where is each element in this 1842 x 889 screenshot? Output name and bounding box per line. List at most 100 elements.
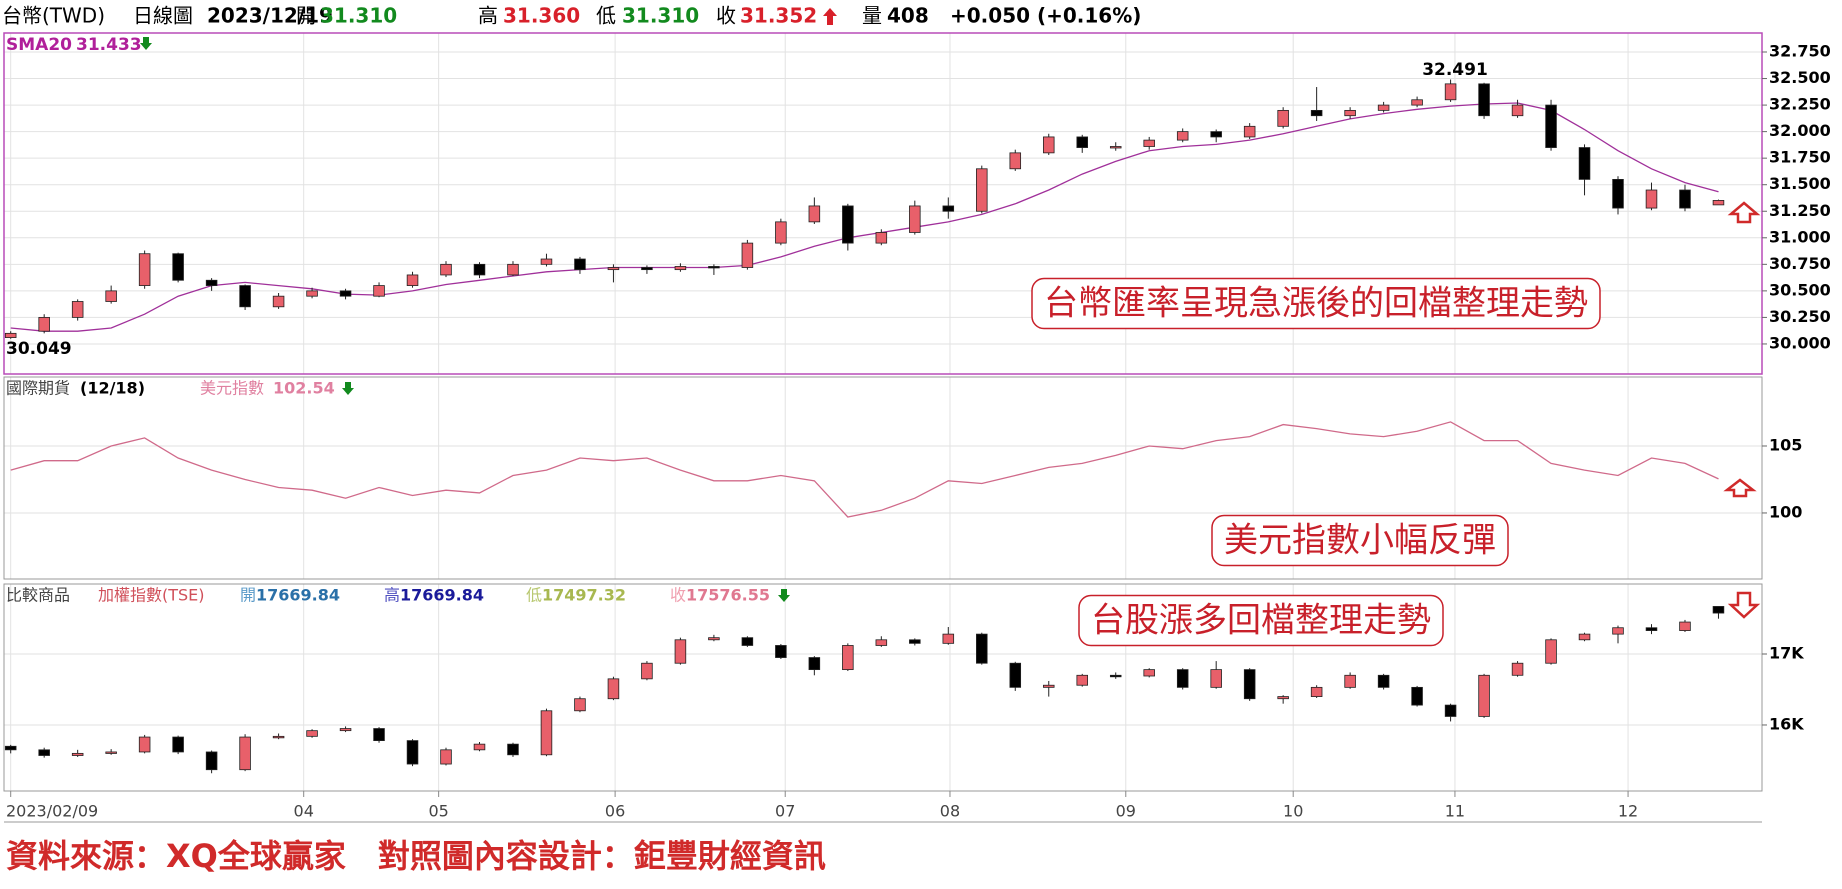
down-arrow-icon: [342, 382, 354, 395]
sma-line: [10, 102, 1719, 332]
source-date: (12/18): [80, 379, 145, 398]
candle-body: [71, 301, 84, 318]
candle-body: [741, 637, 754, 646]
candle-body: [775, 221, 787, 244]
candle-body: [842, 205, 854, 244]
candle-body: [942, 205, 955, 212]
up-signal-icon: [1723, 478, 1757, 498]
x-tick-label: 05: [428, 802, 448, 821]
candle-body: [1143, 669, 1155, 677]
y-tick-label: 31.500: [1769, 174, 1831, 193]
panel-frame: [3, 583, 1763, 792]
y-tick-label: 32.000: [1769, 121, 1831, 140]
candle-body: [306, 730, 318, 737]
candle-body: [942, 633, 955, 644]
candle-body: [1277, 109, 1289, 127]
candle-body: [172, 736, 184, 753]
candle-body: [239, 736, 251, 771]
annotation-box: [1078, 594, 1444, 647]
candle-body: [1176, 131, 1189, 141]
candle-body: [674, 266, 687, 271]
candle-body: [909, 639, 921, 644]
y-tick-label: 30.000: [1769, 333, 1831, 352]
x-tick-label: 04: [294, 802, 314, 821]
y-tick-label: 17K: [1769, 643, 1804, 662]
y-tick-label: 32.500: [1769, 68, 1831, 87]
candle-body: [507, 263, 519, 276]
period: 日線圖: [133, 4, 193, 28]
candle-body: [4, 332, 17, 338]
low-label: 低: [526, 586, 542, 605]
candle-body: [1076, 674, 1088, 686]
open-label: 開: [296, 4, 316, 28]
compare-name: 加權指數(TSE): [98, 586, 205, 605]
candle-body: [1076, 136, 1088, 148]
candle-body: [272, 295, 285, 308]
high-value: 17669.84: [400, 586, 484, 605]
footer: 資料來源：XQ全球贏家 對照圖內容設計：鉅豐財經資訊: [6, 837, 826, 875]
candle-body: [1210, 669, 1222, 688]
candle-body: [540, 710, 553, 756]
panel-frame: [3, 32, 1763, 375]
volume-label: 量: [862, 4, 882, 28]
panel-frame: [3, 376, 1763, 580]
candle-body: [105, 751, 117, 754]
annotation: 台股漲多回檔整理走勢: [1091, 601, 1431, 641]
candle-body: [1645, 189, 1658, 209]
candle-body: [473, 263, 486, 276]
close-label: 收: [716, 4, 736, 28]
x-tick-label: 2023/02/09: [6, 802, 98, 821]
candle-body: [205, 751, 218, 771]
candle-body: [339, 290, 352, 297]
candle-body: [1712, 200, 1725, 206]
candle-body: [1277, 696, 1289, 700]
candle-body: [1578, 633, 1591, 641]
candle-body: [574, 698, 586, 712]
candle-body: [1009, 152, 1022, 170]
series-name: 美元指數: [200, 379, 264, 398]
candle-body: [1444, 83, 1457, 101]
candle-body: [674, 639, 687, 664]
candle-body: [138, 736, 151, 753]
change: +0.050 (+0.16%): [950, 4, 1141, 28]
candle-body: [1377, 674, 1390, 688]
candle-body: [1042, 136, 1055, 154]
candle-body: [1411, 99, 1423, 106]
candle-body: [38, 749, 50, 756]
low-point-label: 30.049: [6, 339, 72, 359]
candle-body: [976, 633, 988, 664]
down-arrow-icon: [778, 589, 790, 602]
sma-name: SMA20: [6, 35, 72, 55]
candle-body: [976, 168, 988, 212]
candle-body: [875, 639, 888, 646]
sma-value: 31.433: [76, 35, 142, 55]
candle-body: [875, 232, 888, 244]
x-tick-label: 07: [775, 802, 795, 821]
x-tick-label: 08: [940, 802, 960, 821]
low-value: 31.310: [622, 4, 699, 28]
candle-body: [1712, 606, 1725, 614]
candle-body: [406, 740, 419, 765]
candle-body: [1511, 662, 1524, 676]
candle-body: [1377, 104, 1390, 111]
open-value: 31.310: [320, 4, 397, 28]
y-tick-label: 105: [1769, 435, 1802, 454]
candle-body: [38, 317, 50, 332]
x-tick-label: 11: [1445, 802, 1465, 821]
candle-body: [1009, 662, 1022, 688]
candle-body: [339, 728, 352, 732]
candle-body: [1478, 83, 1490, 117]
x-tick-label: 06: [605, 802, 625, 821]
source: 國際期貨: [6, 379, 70, 398]
candle-body: [708, 637, 720, 641]
series-line: [10, 421, 1719, 518]
candle-body: [406, 274, 419, 286]
close-value: 17576.55: [686, 586, 770, 605]
candle-body: [641, 267, 653, 271]
y-tick-label: 30.500: [1769, 280, 1831, 299]
down-signal-icon: [1727, 591, 1761, 619]
candle-body: [842, 645, 854, 671]
